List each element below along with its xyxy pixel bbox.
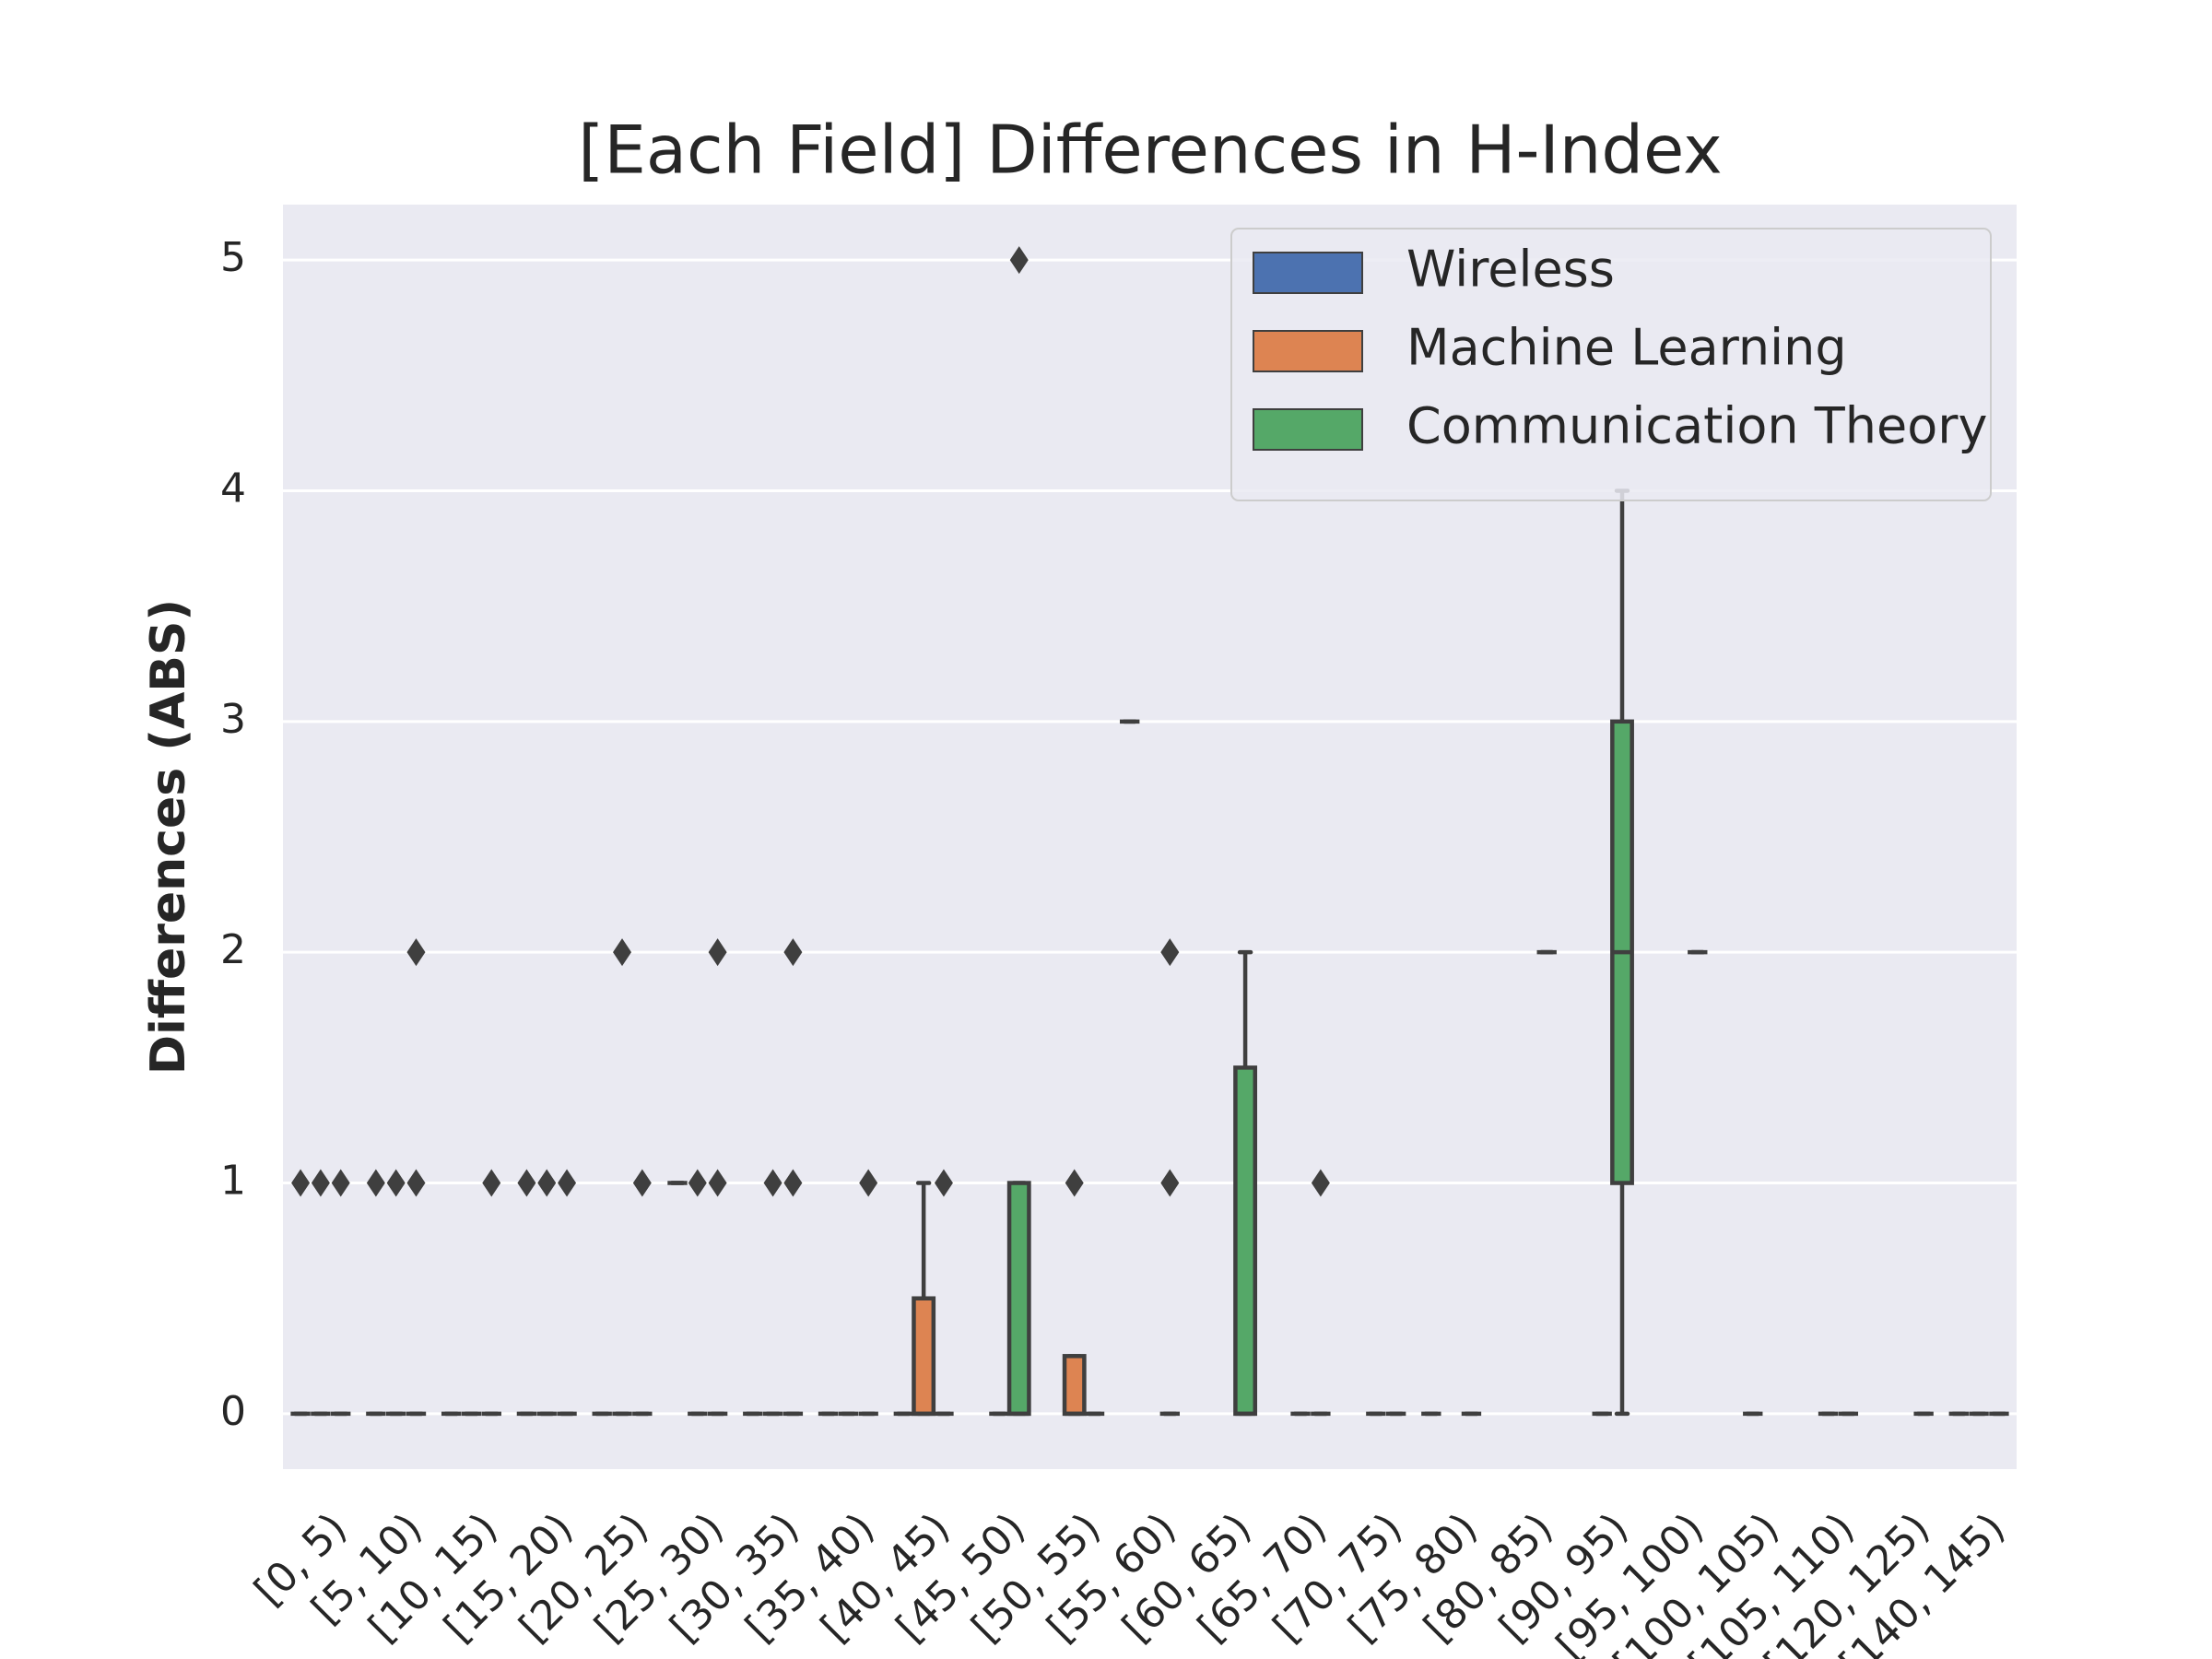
outlier <box>613 938 632 967</box>
legend-swatch <box>1253 330 1363 372</box>
y-axis-label: Differences (ABS) <box>141 599 196 1075</box>
outlier <box>1311 1169 1330 1197</box>
outlier <box>859 1169 878 1197</box>
outlier <box>517 1169 536 1197</box>
outlier <box>783 938 803 967</box>
outlier <box>783 1169 803 1197</box>
outlier <box>291 1169 311 1197</box>
outlier <box>1160 938 1180 967</box>
legend-label: Machine Learning <box>1406 319 1847 377</box>
outlier <box>386 1169 406 1197</box>
outlier <box>406 1169 426 1197</box>
outlier <box>1065 1169 1084 1197</box>
outlier <box>708 938 727 967</box>
outlier <box>632 1169 652 1197</box>
legend-label: Wireless <box>1406 241 1615 299</box>
legend-label: Communication Theory <box>1406 397 1987 455</box>
box <box>912 1296 936 1417</box>
y-tick-label: 4 <box>220 465 246 512</box>
chart-title: [Each Field] Differences in H-Index <box>578 112 1722 189</box>
outlier <box>406 938 426 967</box>
box <box>1062 1354 1087 1417</box>
outlier <box>537 1169 557 1197</box>
outlier <box>763 1169 782 1197</box>
legend-box <box>1230 228 1992 501</box>
outlier <box>1009 246 1029 275</box>
outlier <box>1160 1169 1180 1197</box>
y-tick-label: 1 <box>220 1158 246 1205</box>
legend-swatch <box>1253 408 1363 451</box>
outlier <box>558 1169 577 1197</box>
y-tick-label: 3 <box>220 696 246 743</box>
y-tick-label: 5 <box>220 234 246 281</box>
legend-swatch <box>1253 252 1363 294</box>
outlier <box>708 1169 727 1197</box>
outlier <box>366 1169 385 1197</box>
y-tick-label: 0 <box>220 1388 246 1435</box>
outlier <box>688 1169 707 1197</box>
outlier <box>934 1169 953 1197</box>
box <box>1006 1181 1031 1417</box>
box <box>1233 1065 1258 1417</box>
outlier <box>331 1169 350 1197</box>
y-tick-label: 2 <box>220 926 246 973</box>
outlier <box>482 1169 501 1197</box>
outlier <box>311 1169 330 1197</box>
